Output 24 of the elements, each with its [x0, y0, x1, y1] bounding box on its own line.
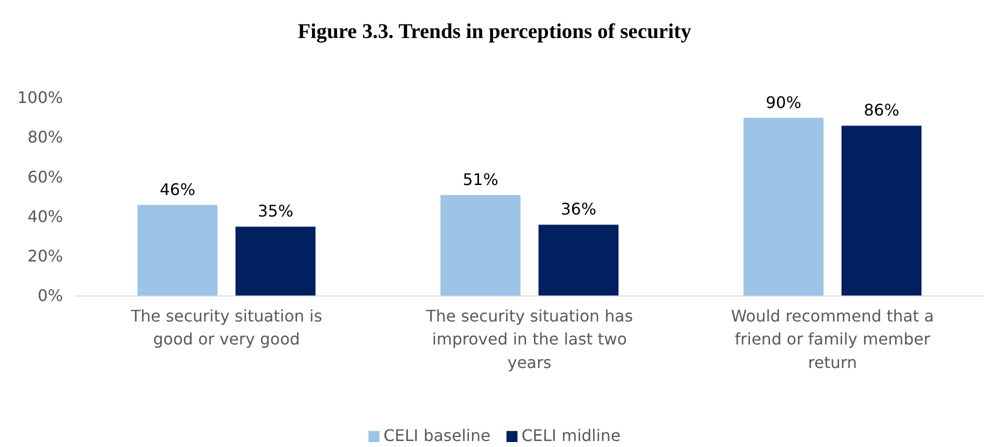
y-tick-label: 100%: [17, 88, 63, 108]
y-tick-label: 40%: [27, 206, 63, 226]
bar: [538, 224, 618, 296]
data-label: 90%: [766, 92, 802, 112]
bar: [138, 204, 218, 296]
bar: [440, 195, 520, 296]
y-tick-label: 20%: [27, 246, 63, 266]
x-tick-label: The security situation is good or very good: [130, 306, 322, 349]
data-label: 36%: [560, 200, 596, 219]
y-tick-label: 60%: [27, 167, 63, 186]
data-label: 35%: [258, 202, 294, 221]
bar: [842, 126, 922, 296]
data-label: 51%: [462, 170, 498, 190]
chart-title: Figure 3.3. Trends in perceptions of security: [298, 19, 692, 43]
data-label: 86%: [864, 100, 900, 120]
data-label: 46%: [160, 180, 196, 199]
bar: [236, 226, 316, 296]
legend-label: CELI baseline: [383, 426, 490, 445]
y-tick-label: 0%: [38, 286, 63, 306]
legend-label: CELI midline: [521, 426, 621, 445]
y-tick-label: 80%: [27, 128, 63, 147]
bar: [744, 118, 824, 296]
x-tick-label: Would recommend that a friend or family member return: [731, 306, 934, 372]
x-tick-label: The security situation has improved in the last two years: [425, 306, 633, 372]
